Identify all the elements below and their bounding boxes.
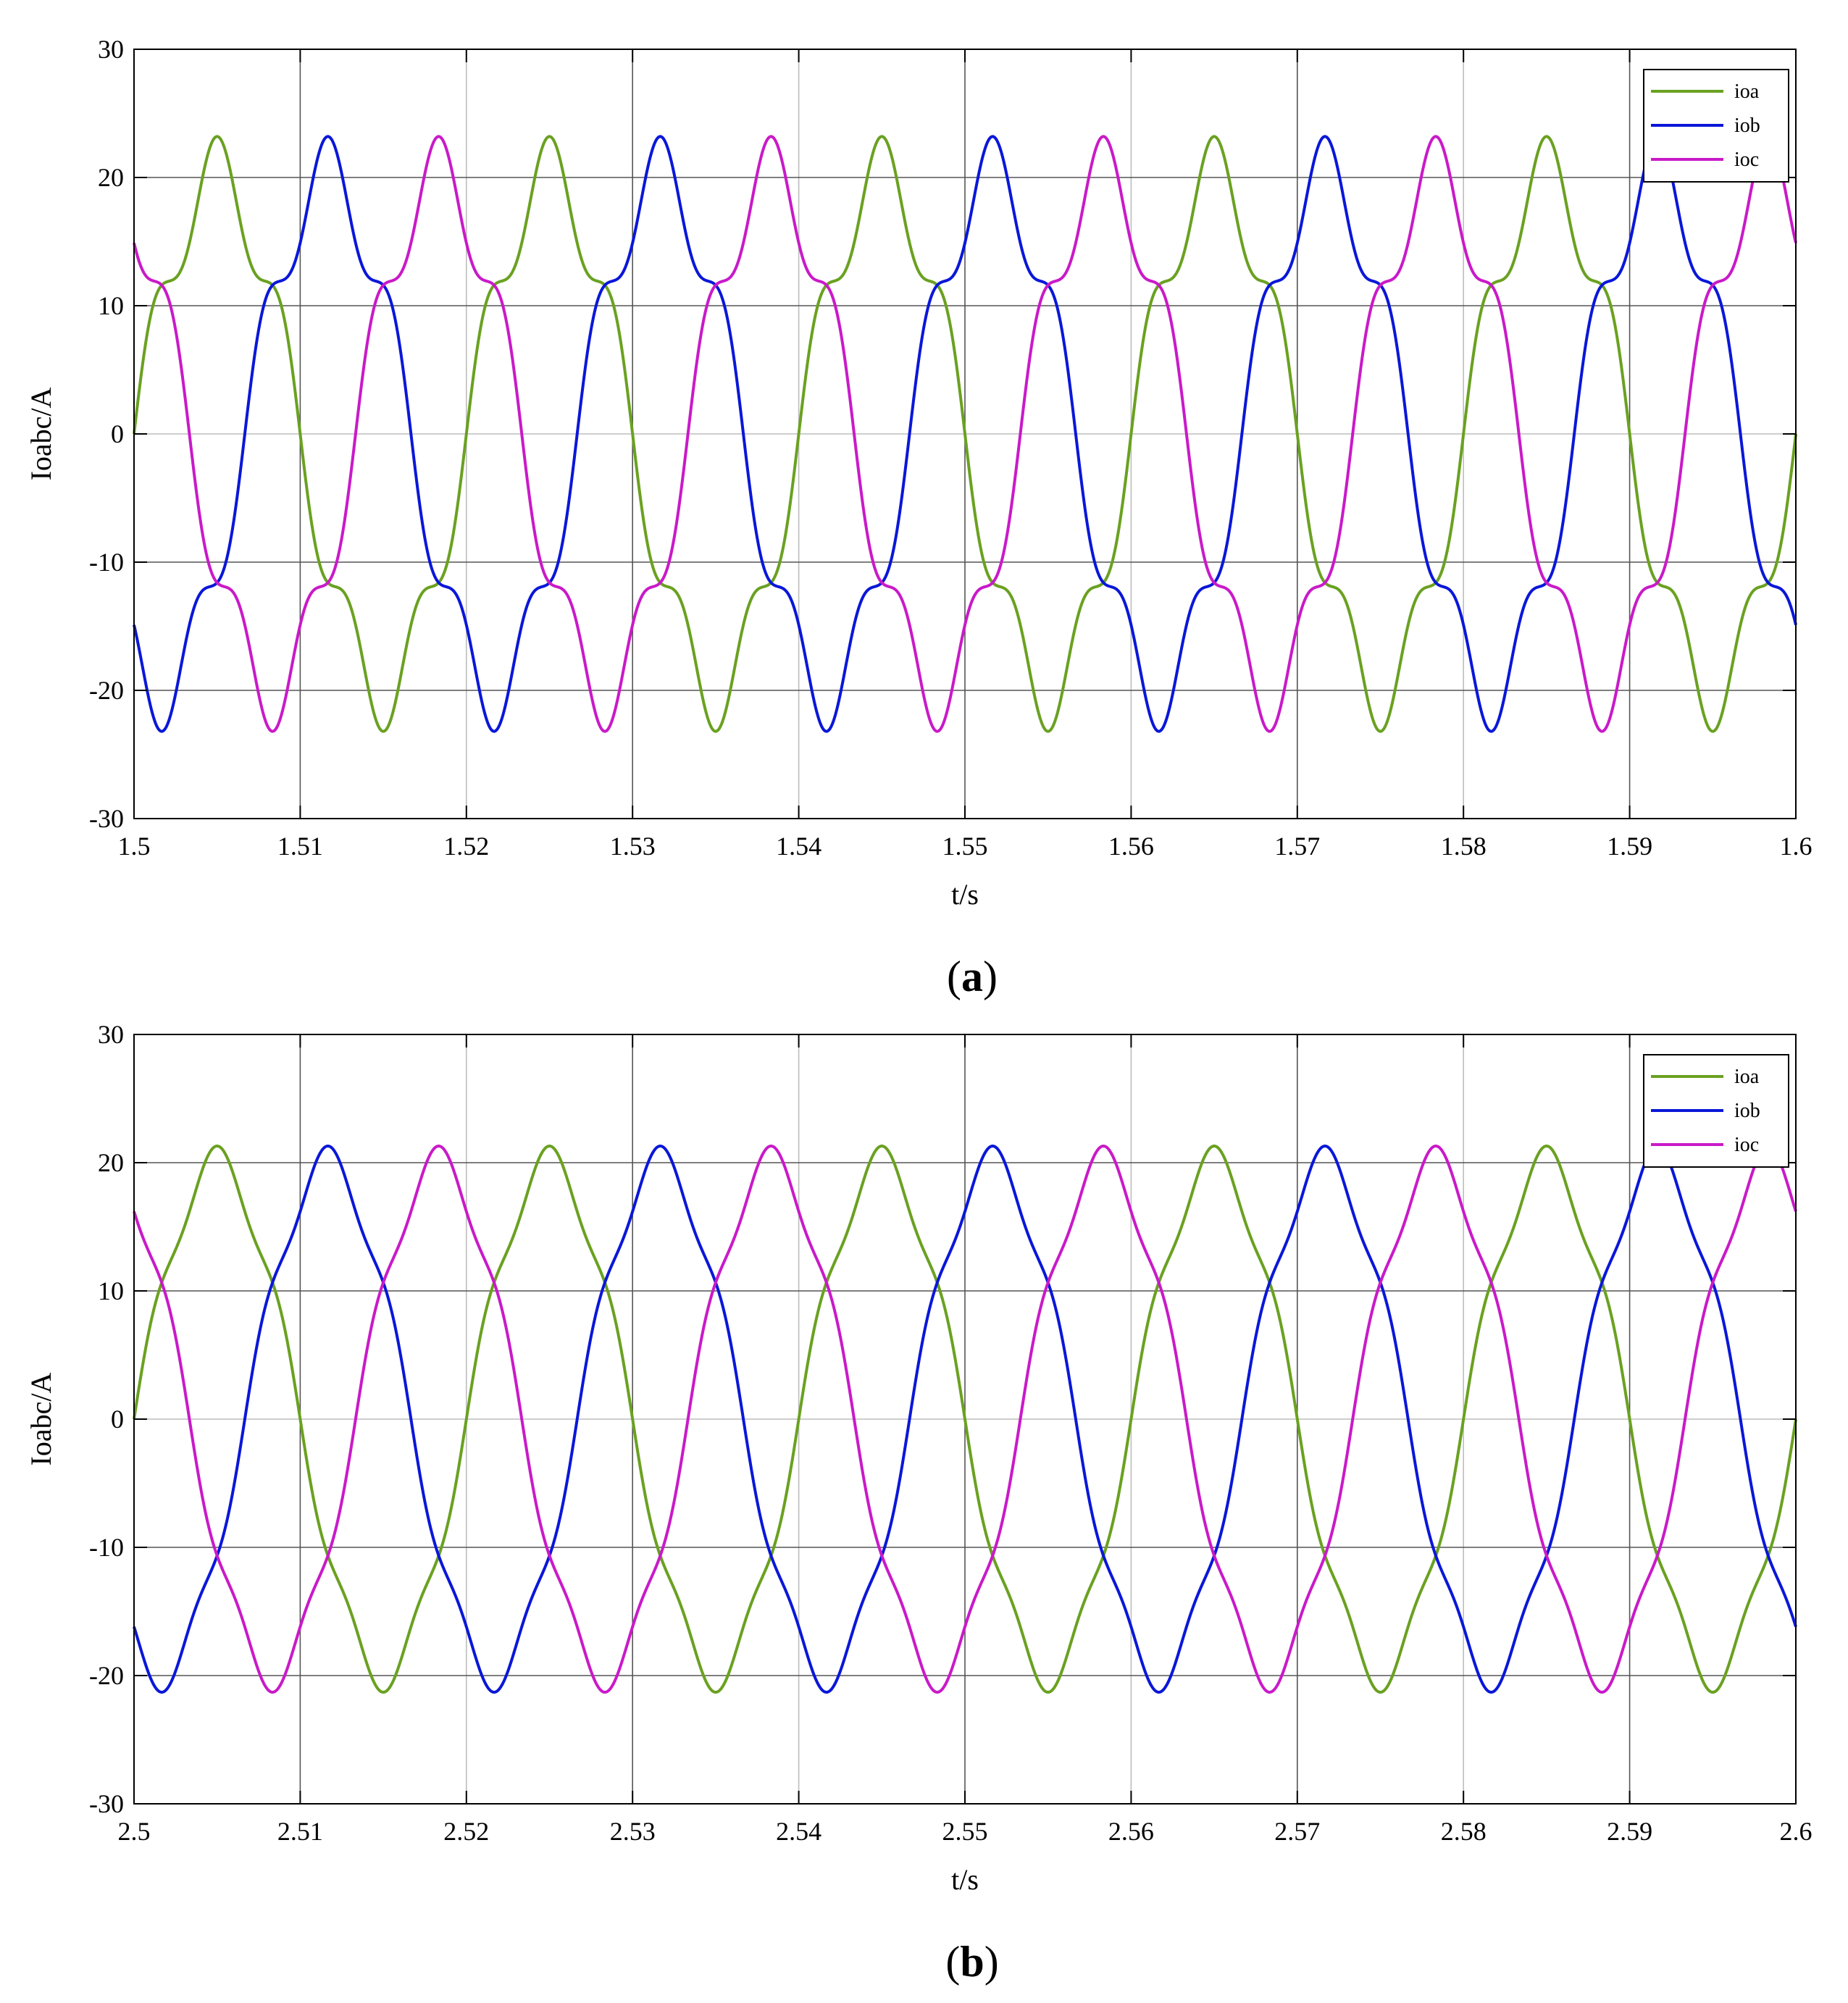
y-tick-label: 0: [111, 419, 124, 448]
legend: ioa iob ioc: [1643, 1054, 1789, 1168]
x-tick-label: 2.58: [1441, 1817, 1487, 1846]
legend-label-ioc: ioc: [1734, 149, 1759, 171]
y-axis-label: Ioabc/A: [25, 1372, 57, 1465]
chart-panel-b: 2.5 2.51 2.52 2.53 2.54 2.55 2.56 2.57 2.58 2.59 2…: [25, 1020, 1813, 1986]
y-tick-label: -30: [89, 1789, 124, 1818]
y-axis-label: Ioabc/A: [25, 387, 57, 480]
x-tick-label: 1.5: [118, 832, 151, 861]
y-tick-label: -20: [89, 676, 124, 705]
x-axis-label: t/s: [951, 878, 979, 911]
legend-label-ioa: ioa: [1734, 1066, 1760, 1088]
panel-caption: (a): [947, 953, 998, 1000]
y-tick-label: -20: [89, 1661, 124, 1690]
x-tick-label: 2.55: [942, 1817, 988, 1846]
x-tick-label: 2.52: [443, 1817, 489, 1846]
y-tick-label: 10: [98, 1276, 124, 1305]
x-tick-label: 2.57: [1274, 1817, 1320, 1846]
y-tick-label: -10: [89, 548, 124, 577]
series-line-ioa: [133, 1144, 1797, 1694]
series-line-ioc: [133, 135, 1797, 733]
x-tick-label: 1.51: [277, 832, 323, 861]
x-tick-label: 1.52: [443, 832, 489, 861]
legend-label-ioc: ioc: [1734, 1134, 1759, 1156]
x-tick-label: 1.53: [610, 832, 656, 861]
y-tick-label: 20: [98, 163, 124, 192]
x-tick-label: 1.59: [1607, 832, 1652, 861]
x-tick-label: 1.57: [1274, 832, 1320, 861]
y-tick-label: -30: [89, 804, 124, 833]
series-line-ioa: [133, 135, 1797, 733]
x-tick-label: 2.51: [277, 1817, 323, 1846]
legend-label-iob: iob: [1734, 1100, 1760, 1122]
x-tick-label: 2.54: [776, 1817, 821, 1846]
x-tick-label: 1.6: [1780, 832, 1813, 861]
series-line-ioc: [133, 1145, 1797, 1694]
x-tick-label: 2.5: [118, 1817, 151, 1846]
y-tick-label: 20: [98, 1148, 124, 1177]
legend: ioa iob ioc: [1643, 69, 1789, 183]
panel-caption: (b): [945, 1938, 998, 1986]
series-line-iob: [133, 1145, 1797, 1694]
x-tick-label: 1.54: [776, 832, 821, 861]
y-tick-label: 10: [98, 291, 124, 320]
legend-label-iob: iob: [1734, 114, 1760, 137]
x-tick-label: 2.59: [1607, 1817, 1652, 1846]
x-tick-label: 2.56: [1108, 1817, 1154, 1846]
series-line-iob: [133, 135, 1797, 733]
x-tick-label: 1.55: [942, 832, 988, 861]
y-tick-label: 30: [98, 1020, 124, 1049]
y-tick-label: 30: [98, 35, 124, 64]
x-tick-label: 2.6: [1780, 1817, 1813, 1846]
x-axis-label: t/s: [951, 1863, 979, 1896]
x-tick-label: 1.58: [1441, 832, 1487, 861]
y-tick-label: 0: [111, 1405, 124, 1434]
x-tick-label: 2.53: [610, 1817, 656, 1846]
chart-panel-a: 1.5 1.51 1.52 1.53 1.54 1.55 1.56 1.57 1.58 1.59 1…: [25, 35, 1813, 1000]
x-tick-label: 1.56: [1108, 832, 1154, 861]
y-tick-label: -10: [89, 1533, 124, 1562]
legend-label-ioa: ioa: [1734, 80, 1760, 103]
